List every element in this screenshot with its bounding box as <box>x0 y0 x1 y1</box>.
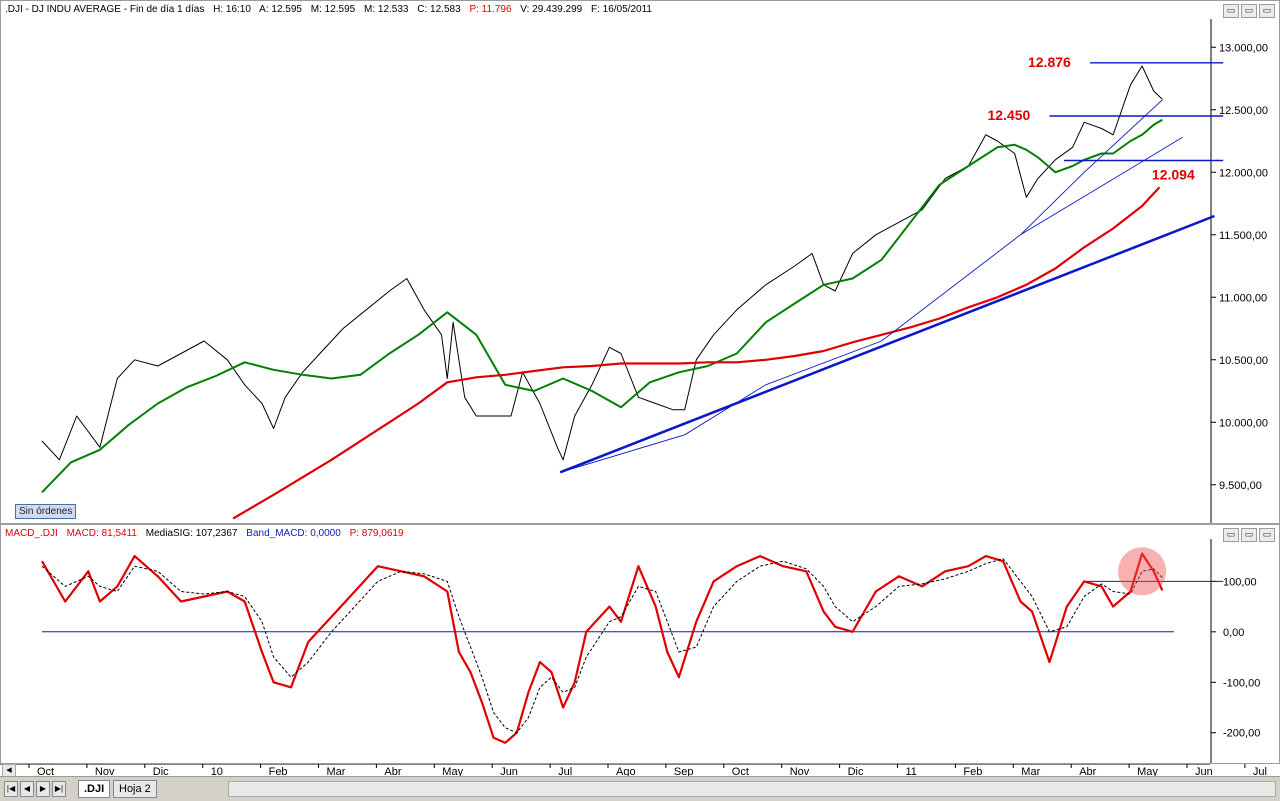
macd-p: P: 879,0619 <box>349 528 404 539</box>
header-change: P: 11.796 <box>469 4 512 15</box>
time-axis-label: Nov <box>95 766 115 776</box>
maximize-icon[interactable]: ▭ <box>1259 528 1275 542</box>
header-low: M: 12.533 <box>364 4 409 15</box>
price-header: .DJI - DJ INDU AVERAGE - Fin de día 1 dí… <box>5 4 658 15</box>
series-ma_short <box>41 118 1163 493</box>
price-y-tick-label: 9.500,00 <box>1219 480 1262 492</box>
time-axis-label: Oct <box>37 766 54 776</box>
header-open: A: 12.595 <box>259 4 302 15</box>
time-axis-label: Nov <box>790 766 810 776</box>
price-y-tick-label: 10.000,00 <box>1219 417 1268 429</box>
trendline-trend_major <box>559 214 1215 474</box>
time-axis-label: Abr <box>384 766 401 776</box>
macd-window-buttons: ▭ ▭ ▭ <box>1223 528 1275 542</box>
time-axis-label: Mar <box>1021 766 1040 776</box>
header-close: C: 12.583 <box>417 4 461 15</box>
price-y-tick-label: 10.500,00 <box>1219 355 1268 367</box>
price-chart[interactable]: 13.000,00 12.500,00 12.000,00 11.500,00 11.0… <box>1 1 1279 523</box>
time-axis: Oct Nov Dic 10 Feb Mar Abr May Jun Jul Ago Sep Oct No… <box>0 764 1267 776</box>
minimize-icon[interactable]: ▭ <box>1223 4 1239 18</box>
time-axis-label: May <box>1137 766 1158 776</box>
price-level-label: 12.450 <box>987 107 1030 123</box>
time-axis-label: Sep <box>674 766 694 776</box>
time-axis-label: Abr <box>1079 766 1096 776</box>
time-axis-label: Mar <box>327 766 346 776</box>
header-volume: V: 29.439.299 <box>520 4 583 15</box>
series-ma_long <box>232 186 1161 520</box>
price-level-label: 12.876 <box>1028 54 1071 70</box>
price-y-tick-label: 11.500,00 <box>1219 230 1267 242</box>
macd-y-tick-label: -100,00 <box>1223 677 1260 689</box>
macd-band: Band_MACD: 0,0000 <box>246 528 341 539</box>
series-macd <box>41 552 1164 744</box>
trendline-trend_thin <box>560 136 1183 473</box>
trendline-trend_steep <box>1020 99 1163 236</box>
price-y-tick-label: 11.000,00 <box>1219 292 1267 304</box>
macd-y-tick-label: 100,00 <box>1223 576 1257 588</box>
macd-chart[interactable]: 100,00 0,00 -100,00 -200,00 <box>1 525 1279 763</box>
tab-hoja-2[interactable]: Hoja 2 <box>113 780 157 798</box>
first-sheet-icon[interactable]: |◀ <box>4 781 18 797</box>
series-close <box>41 65 1163 461</box>
price-window-buttons: ▭ ▭ ▭ <box>1223 4 1275 18</box>
macd-y-tick-label: 0,00 <box>1223 627 1244 639</box>
time-axis-label: Jun <box>500 766 518 776</box>
time-axis-label: Feb <box>963 766 982 776</box>
price-y-tick-label: 12.000,00 <box>1219 167 1268 179</box>
time-axis-label: Feb <box>269 766 288 776</box>
price-level-label: 12.094 <box>1152 167 1195 183</box>
tab-dji[interactable]: .DJI <box>78 780 111 798</box>
header-high: H: 16:10 <box>213 4 251 15</box>
macd-y-tick-label: -200,00 <box>1223 728 1260 740</box>
horizontal-scrollbar[interactable] <box>228 781 1276 797</box>
time-axis-label: Jun <box>1195 766 1213 776</box>
next-sheet-icon[interactable]: ▶ <box>36 781 50 797</box>
minimize-icon[interactable]: ▭ <box>1223 528 1239 542</box>
header-max: M: 12.595 <box>310 4 356 15</box>
restore-icon[interactable]: ▭ <box>1241 4 1257 18</box>
series-signal <box>41 558 1163 734</box>
macd-chart-pane[interactable]: MACD_.DJI MACD: 81,5411 MediaSIG: 107,23… <box>0 524 1280 764</box>
time-axis-label: Oct <box>732 766 749 776</box>
macd-signal: MediaSIG: 107,2367 <box>145 528 238 539</box>
time-axis-label: Jul <box>558 766 572 776</box>
time-axis-label: Ago <box>616 766 636 776</box>
price-chart-pane[interactable]: .DJI - DJ INDU AVERAGE - Fin de día 1 dí… <box>0 0 1280 524</box>
time-axis-label: 10 <box>211 766 223 776</box>
time-axis-label: Jul <box>1253 766 1267 776</box>
sheet-tab-bar: |◀ ◀ ▶ ▶| .DJI Hoja 2 <box>0 776 1280 801</box>
macd-value: MACD: 81,5411 <box>66 528 137 539</box>
prev-sheet-icon[interactable]: ◀ <box>20 781 34 797</box>
time-axis-label: Dic <box>153 766 169 776</box>
price-y-tick-label: 13.000,00 <box>1219 42 1268 54</box>
time-axis-label: May <box>442 766 463 776</box>
orders-badge[interactable]: Sin órdenes <box>15 504 77 519</box>
time-axis-label: 11 <box>906 766 917 776</box>
macd-name: MACD_.DJI <box>5 528 58 539</box>
time-axis-label: Dic <box>848 766 864 776</box>
last-sheet-icon[interactable]: ▶| <box>52 781 66 797</box>
maximize-icon[interactable]: ▭ <box>1259 4 1275 18</box>
header-symbol: .DJI - DJ INDU AVERAGE - Fin de día 1 dí… <box>5 4 205 15</box>
price-y-tick-label: 12.500,00 <box>1219 105 1268 117</box>
macd-highlight-circle <box>1118 547 1167 596</box>
macd-header: MACD_.DJI MACD: 81,5411 MediaSIG: 107,23… <box>5 528 410 539</box>
restore-icon[interactable]: ▭ <box>1241 528 1257 542</box>
header-date: F: 16/05/2011 <box>590 4 652 15</box>
